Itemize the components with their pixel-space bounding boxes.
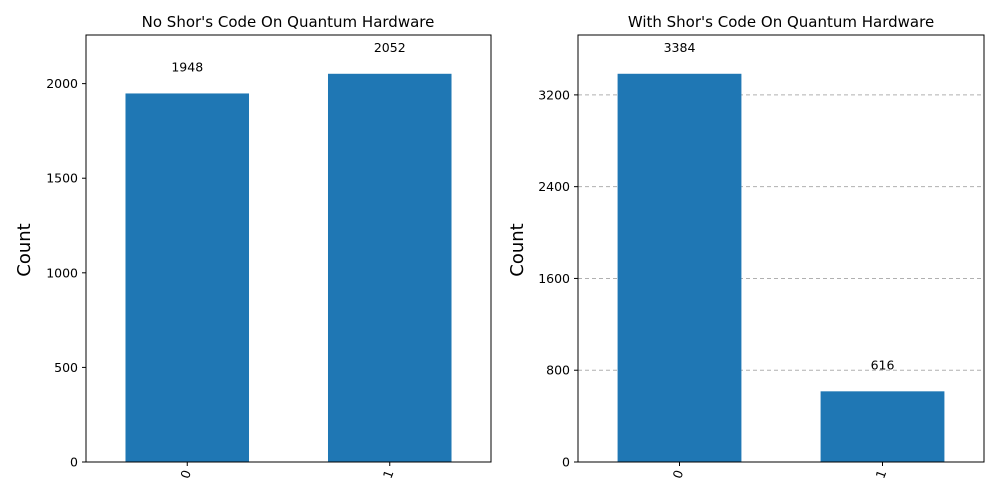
chart-title: With Shor's Code On Quantum Hardware — [628, 13, 934, 31]
grid-lines — [578, 94, 984, 371]
chart-no-shors-code: No Shor's Code On Quantum Hardware Count… — [14, 13, 492, 481]
y-axis-label: Count — [14, 223, 35, 276]
plot-frame — [85, 34, 492, 463]
data-label: 616 — [871, 357, 895, 372]
bar — [617, 73, 742, 463]
y-tick-label: 0 — [562, 455, 570, 470]
y-tick-label: 800 — [546, 363, 570, 378]
data-label: 3384 — [664, 40, 696, 55]
y-ticks: 0 800 1600 2400 3200 — [538, 87, 578, 470]
bars — [125, 73, 452, 462]
y-tick-label: 0 — [70, 455, 78, 470]
y-tick-label: 3200 — [538, 87, 570, 102]
x-tick-label: 0 — [670, 468, 687, 481]
x-tick-label: 1 — [380, 468, 397, 481]
bar — [820, 391, 945, 462]
bars — [617, 73, 945, 463]
bar — [327, 73, 452, 462]
x-tick-label: 1 — [873, 468, 890, 481]
chart-with-shors-code: With Shor's Code On Quantum Hardware Cou… — [507, 13, 985, 481]
y-tick-label: 500 — [54, 360, 78, 375]
bar — [125, 93, 250, 462]
y-tick-label: 1500 — [46, 171, 78, 186]
data-label: 2052 — [374, 40, 406, 55]
y-tick-label: 1000 — [46, 265, 78, 280]
y-ticks: 0 500 1000 1500 2000 — [46, 76, 86, 470]
data-labels: 3384 616 — [664, 40, 895, 373]
y-tick-label: 2000 — [46, 76, 78, 91]
data-label: 1948 — [171, 59, 203, 74]
x-tick-label: 0 — [177, 468, 194, 481]
y-tick-label: 2400 — [538, 179, 570, 194]
y-axis-label: Count — [507, 223, 528, 276]
plot-frame — [577, 34, 985, 463]
chart-title: No Shor's Code On Quantum Hardware — [142, 13, 435, 31]
y-tick-label: 1600 — [538, 271, 570, 286]
data-labels: 1948 2052 — [171, 40, 405, 75]
